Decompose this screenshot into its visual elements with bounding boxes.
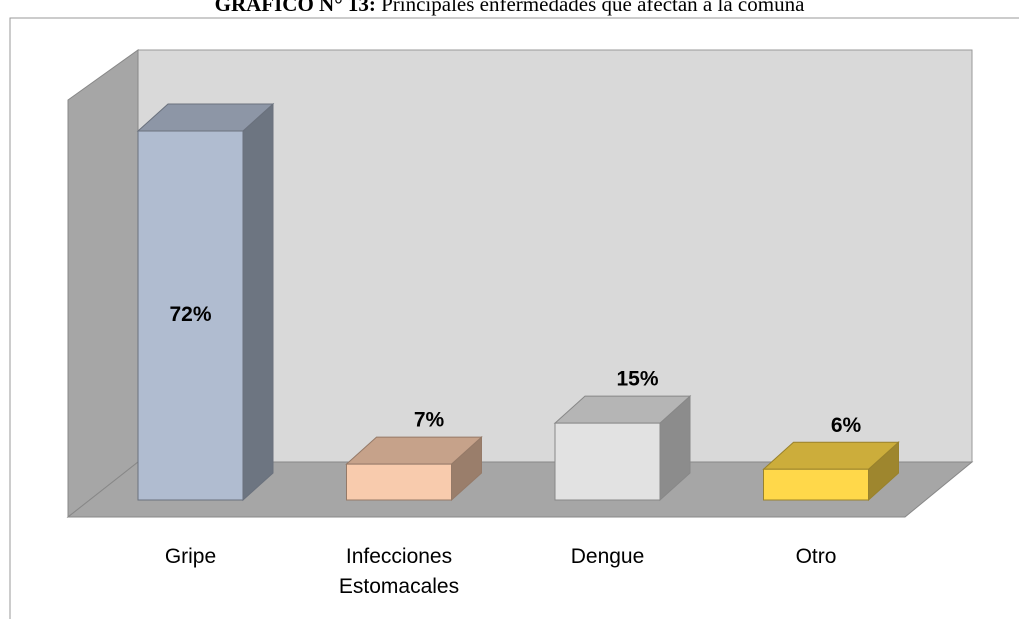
bar-side (242, 102, 274, 502)
value-label: 15% (616, 368, 658, 391)
x-tick-label: Infecciones Estomacales (338, 545, 460, 598)
bar (553, 395, 692, 502)
title-prefix: GRÁFICO N° 13: (214, 0, 376, 16)
bar (136, 102, 275, 502)
value-label: 7% (414, 409, 445, 432)
bar-front (137, 130, 244, 501)
frame (9, 17, 1019, 619)
x-tick-label: Otro (795, 545, 837, 568)
bar-front (763, 468, 869, 501)
side-wall (67, 49, 139, 519)
x-tick-label: Dengue (570, 545, 645, 568)
chart-title: GRÁFICO N° 13: Principales enfermedades … (0, 0, 1019, 17)
title-text: Principales enfermedades que afectan a l… (381, 0, 805, 16)
value-label: 6% (831, 414, 862, 437)
bar-front (346, 463, 452, 501)
floor (66, 461, 974, 518)
x-tick-label: Gripe (164, 545, 217, 568)
value-label: 72% (169, 303, 211, 326)
bar-front (554, 422, 661, 501)
bar (762, 441, 900, 502)
bar (345, 436, 483, 502)
